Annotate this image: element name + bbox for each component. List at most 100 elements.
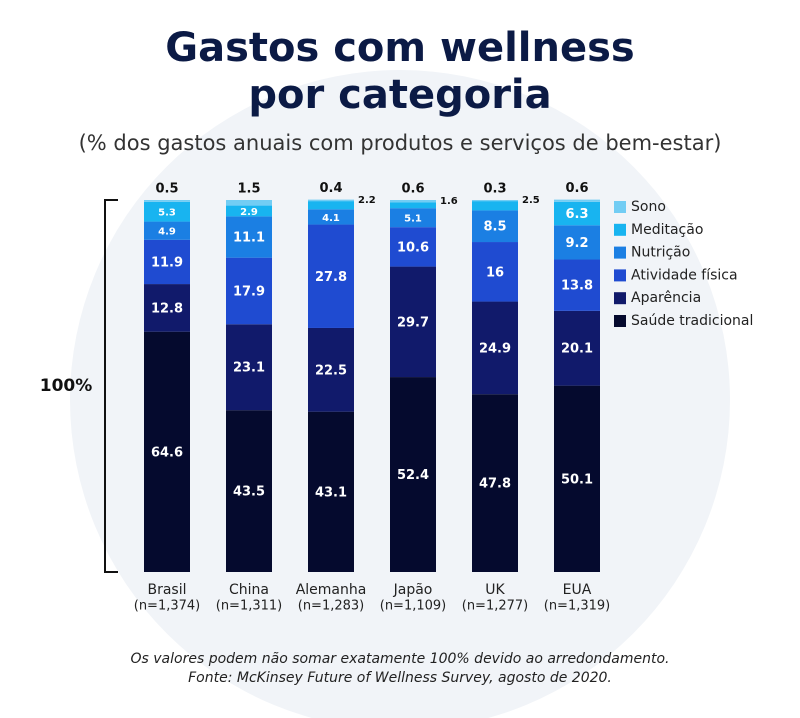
value-label: 23.1 <box>233 361 265 376</box>
sample-size: (n=1,109) <box>380 599 447 614</box>
bar-segment <box>226 200 272 206</box>
bar-segment <box>472 210 518 243</box>
bar-segment <box>472 242 518 302</box>
bar-segment <box>308 327 354 412</box>
value-label: 24.9 <box>479 341 511 356</box>
bar-segment <box>554 225 600 260</box>
bar-segment <box>144 201 190 222</box>
chart-title: Gastos com wellness <box>165 25 635 71</box>
value-label: 43.5 <box>233 485 265 500</box>
sample-size: (n=1,319) <box>544 599 611 614</box>
bar-segment <box>554 259 600 311</box>
bar-segment <box>226 410 272 572</box>
value-label: 47.8 <box>479 477 511 492</box>
legend-swatch <box>614 223 626 236</box>
bar-segment <box>472 394 518 572</box>
legend-label: Atividade física <box>631 267 738 283</box>
bar-segment <box>144 331 190 572</box>
bar-segment <box>144 200 190 202</box>
value-label: 5.3 <box>158 208 176 219</box>
value-label: 2.2 <box>358 195 376 206</box>
x-tick-label: EUA <box>563 582 592 598</box>
value-label: 10.6 <box>397 240 429 255</box>
bar-segment <box>308 199 354 202</box>
bar-segment <box>308 411 354 572</box>
value-label: 8.5 <box>483 220 506 235</box>
value-label: 29.7 <box>397 315 429 330</box>
value-label: 4.9 <box>158 227 176 238</box>
value-label: 0.5 <box>155 182 178 197</box>
bar-segment <box>472 200 518 202</box>
bar-segment <box>554 385 600 572</box>
value-label: 1.5 <box>237 182 260 197</box>
legend-label: Sono <box>631 199 666 215</box>
x-tick-label: China <box>229 582 269 598</box>
value-label: 52.4 <box>397 468 429 483</box>
chart-title: por categoria <box>248 72 551 118</box>
bar-segment <box>308 224 354 328</box>
bar-segment <box>390 227 436 267</box>
bar-segment <box>390 377 436 572</box>
footnote: Fonte: McKinsey Future of Wellness Surve… <box>188 670 612 686</box>
value-label: 0.4 <box>319 181 342 196</box>
sample-size: (n=1,374) <box>134 599 201 614</box>
legend-label: Saúde tradicional <box>631 313 753 329</box>
value-label: 6.3 <box>565 207 588 222</box>
value-label: 1.6 <box>440 196 458 207</box>
bar-segment <box>554 310 600 386</box>
legend-label: Meditação <box>631 222 703 238</box>
bar-segment <box>390 266 436 378</box>
value-label: 50.1 <box>561 472 593 487</box>
sample-size: (n=1,283) <box>298 599 365 614</box>
legend-label: Aparência <box>631 290 701 306</box>
value-label: 11.1 <box>233 231 265 246</box>
value-label: 20.1 <box>561 342 593 357</box>
value-label: 2.9 <box>240 207 258 218</box>
value-label: 5.1 <box>404 214 422 225</box>
bracket <box>104 199 118 573</box>
legend-swatch <box>614 201 626 213</box>
x-tick-label: Brasil <box>147 582 186 598</box>
legend-swatch <box>614 269 626 282</box>
legend-label: Nutrição <box>631 245 690 261</box>
value-label: 27.8 <box>315 270 347 285</box>
value-label: 22.5 <box>315 363 347 378</box>
x-tick-label: UK <box>485 582 505 598</box>
value-label: 13.8 <box>561 279 593 294</box>
sample-size: (n=1,277) <box>462 599 529 614</box>
value-label: 0.6 <box>401 182 424 197</box>
value-label: 43.1 <box>315 485 347 500</box>
bar-segment <box>308 201 354 210</box>
value-label: 12.8 <box>151 301 183 316</box>
bar-segment <box>226 257 272 325</box>
bar-segment <box>472 301 518 395</box>
value-label: 0.3 <box>483 182 506 197</box>
bar-segment <box>226 216 272 258</box>
bracket-label: 100% <box>40 376 93 396</box>
bar-segment <box>390 202 436 209</box>
chart-subtitle: (% dos gastos anuais com produtos e serv… <box>79 131 722 155</box>
bar-segment <box>144 284 190 332</box>
x-tick-label: Japão <box>393 582 433 598</box>
value-label: 16 <box>486 265 504 280</box>
bar-segment <box>554 199 600 202</box>
sample-size: (n=1,311) <box>216 599 283 614</box>
bar-segment <box>472 201 518 211</box>
value-label: 11.9 <box>151 255 183 270</box>
x-tick-label: Alemanha <box>296 582 367 598</box>
value-label: 0.6 <box>565 181 588 196</box>
bar-segment <box>390 200 436 203</box>
value-label: 9.2 <box>565 236 588 251</box>
legend-swatch <box>614 246 626 259</box>
bar-segment <box>226 324 272 411</box>
bar-segment <box>226 205 272 217</box>
bar-segment <box>390 208 436 228</box>
footnote: Os valores podem não somar exatamente 10… <box>131 651 670 667</box>
value-label: 64.6 <box>151 445 183 460</box>
value-label: 17.9 <box>233 284 265 299</box>
value-label: 2.5 <box>522 195 540 206</box>
bar-segment <box>554 201 600 226</box>
bar-segment <box>308 209 354 225</box>
bar-segment <box>144 221 190 240</box>
